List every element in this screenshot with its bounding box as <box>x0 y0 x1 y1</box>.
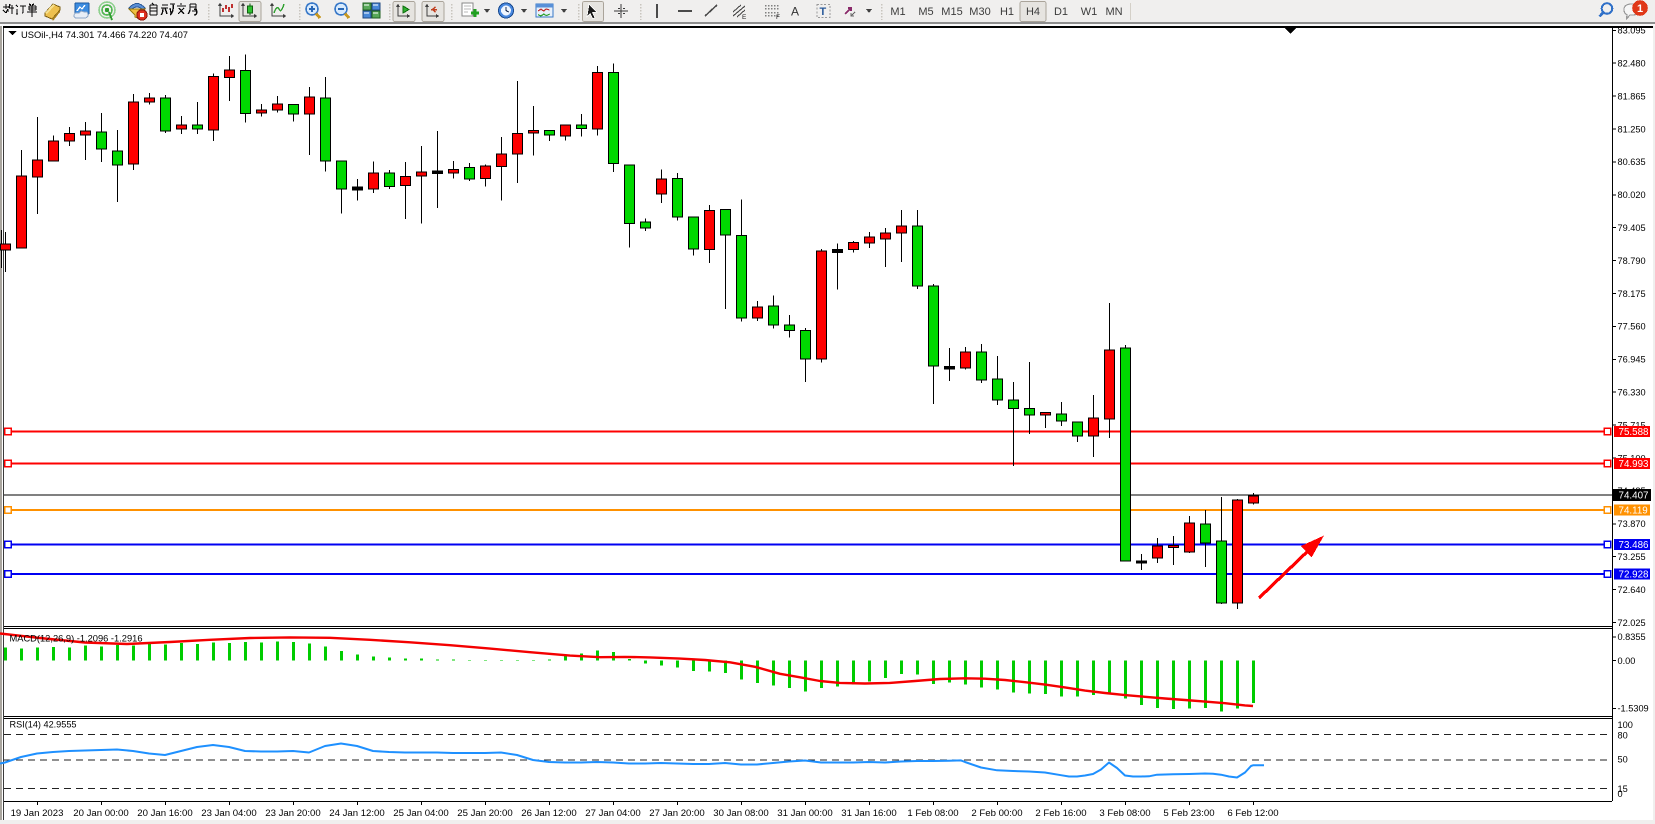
svg-text:W1: W1 <box>1081 6 1098 18</box>
svg-text:M15: M15 <box>941 6 962 18</box>
svg-text:82.480: 82.480 <box>1618 59 1646 69</box>
svg-text:F: F <box>776 14 780 21</box>
svg-text:50: 50 <box>1618 754 1628 764</box>
svg-text:25 Jan 20:00: 25 Jan 20:00 <box>457 808 512 819</box>
svg-text:3 Feb 08:00: 3 Feb 08:00 <box>1099 808 1150 819</box>
svg-text:31 Jan 00:00: 31 Jan 00:00 <box>777 808 832 819</box>
svg-text:1: 1 <box>1637 3 1643 15</box>
svg-text:75.715: 75.715 <box>1618 420 1646 430</box>
svg-text:15: 15 <box>1618 784 1628 794</box>
svg-text:1 Feb 08:00: 1 Feb 08:00 <box>907 808 958 819</box>
svg-text:79.405: 79.405 <box>1618 223 1646 233</box>
svg-text:24 Jan 12:00: 24 Jan 12:00 <box>329 808 384 819</box>
svg-text:74.119: 74.119 <box>1619 506 1648 517</box>
svg-text:H1: H1 <box>1000 6 1014 18</box>
svg-text:H4: H4 <box>1026 6 1040 18</box>
svg-text:0: 0 <box>1618 789 1623 799</box>
svg-text:23 Jan 04:00: 23 Jan 04:00 <box>201 808 256 819</box>
svg-text:27 Jan 04:00: 27 Jan 04:00 <box>585 808 640 819</box>
svg-text:USOil-,H4 74.301 74.466 74.22: USOil-,H4 74.301 74.466 74.220 74.407 <box>21 30 188 41</box>
svg-text:74.407: 74.407 <box>1619 490 1649 501</box>
svg-text:81.865: 81.865 <box>1618 91 1646 101</box>
svg-text:25 Jan 04:00: 25 Jan 04:00 <box>393 808 448 819</box>
svg-text:5 Feb 23:00: 5 Feb 23:00 <box>1163 808 1214 819</box>
svg-text:M30: M30 <box>969 6 990 18</box>
svg-text:78.175: 78.175 <box>1618 289 1646 299</box>
svg-text:83.095: 83.095 <box>1618 26 1646 36</box>
svg-text:100: 100 <box>1618 720 1633 730</box>
svg-text:26 Jan 12:00: 26 Jan 12:00 <box>521 808 576 819</box>
svg-text:M1: M1 <box>890 6 905 18</box>
svg-text:74.993: 74.993 <box>1619 459 1650 470</box>
svg-text:76.945: 76.945 <box>1618 355 1646 365</box>
svg-text:M5: M5 <box>918 6 933 18</box>
svg-text:72.928: 72.928 <box>1619 570 1650 581</box>
svg-text:30 Jan 08:00: 30 Jan 08:00 <box>713 808 768 819</box>
svg-text:72.025: 72.025 <box>1618 618 1646 628</box>
svg-text:2 Feb 00:00: 2 Feb 00:00 <box>971 808 1022 819</box>
svg-text:73.255: 73.255 <box>1618 552 1646 562</box>
svg-text:MN: MN <box>1105 6 1122 18</box>
svg-text:2 Feb 16:00: 2 Feb 16:00 <box>1035 808 1086 819</box>
svg-text:23 Jan 20:00: 23 Jan 20:00 <box>265 808 320 819</box>
svg-text:19 Jan 2023: 19 Jan 2023 <box>11 808 64 819</box>
svg-text:6 Feb 12:00: 6 Feb 12:00 <box>1227 808 1278 819</box>
svg-text:D1: D1 <box>1054 6 1068 18</box>
svg-text:T: T <box>820 6 827 18</box>
svg-text:0.00: 0.00 <box>1618 656 1636 666</box>
svg-text:27 Jan 20:00: 27 Jan 20:00 <box>649 808 704 819</box>
svg-text:80.020: 80.020 <box>1618 190 1646 200</box>
svg-text:31 Jan 16:00: 31 Jan 16:00 <box>841 808 896 819</box>
svg-text:80.635: 80.635 <box>1618 157 1646 167</box>
svg-text:80: 80 <box>1618 731 1628 741</box>
svg-text:75.588: 75.588 <box>1619 427 1650 438</box>
svg-text:73.486: 73.486 <box>1619 540 1650 551</box>
svg-text:78.790: 78.790 <box>1618 256 1646 266</box>
svg-text:0.8355: 0.8355 <box>1618 632 1646 642</box>
svg-text:72.640: 72.640 <box>1618 585 1646 595</box>
svg-text:77.560: 77.560 <box>1618 322 1646 332</box>
svg-text:-1.5309: -1.5309 <box>1618 703 1649 713</box>
svg-text:E: E <box>742 14 747 21</box>
svg-text:81.250: 81.250 <box>1618 124 1646 134</box>
svg-text:MACD(12,26,9) -1.2096 -1.2916: MACD(12,26,9) -1.2096 -1.2916 <box>10 633 143 644</box>
svg-text:73.870: 73.870 <box>1618 519 1646 529</box>
svg-text:A: A <box>791 5 799 19</box>
svg-text:RSI(14) 42.9555: RSI(14) 42.9555 <box>10 719 77 730</box>
svg-text:20 Jan 00:00: 20 Jan 00:00 <box>73 808 128 819</box>
svg-text:20 Jan 16:00: 20 Jan 16:00 <box>137 808 192 819</box>
svg-text:76.330: 76.330 <box>1618 388 1646 398</box>
